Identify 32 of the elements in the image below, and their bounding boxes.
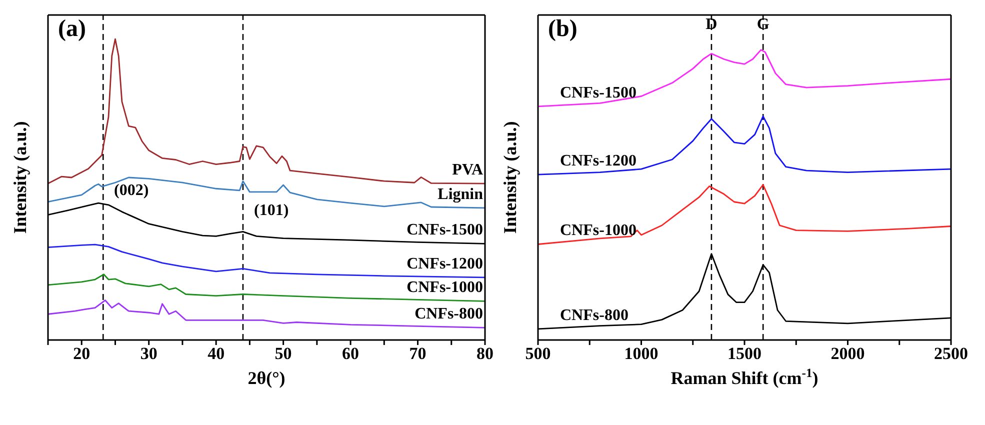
x-tick-label: 40 [208, 344, 225, 364]
series-label: CNFs-800 [414, 306, 483, 323]
x-tick-label: 2000 [830, 344, 865, 364]
x-axis-title: 2θ(°) [248, 368, 286, 388]
x-tick-label: 1000 [624, 344, 658, 364]
series-label: CNFs-1000 [560, 222, 636, 240]
series-label: CNFs-800 [560, 306, 628, 324]
series-label: CNFs-1200 [406, 255, 483, 272]
series-label: CNFs-1500 [560, 84, 636, 102]
x-tick-label: 20 [73, 344, 90, 364]
annotation: (101) [254, 202, 289, 220]
x-tick-label: 70 [409, 344, 426, 364]
ref-line-label: D [706, 16, 718, 33]
series-label: CNFs-1000 [406, 279, 483, 296]
x-tick-label: 80 [476, 344, 494, 364]
chart-title: (a) [58, 16, 86, 43]
series-label: Lignin [438, 186, 484, 203]
x-tick-label: 50 [274, 344, 292, 364]
x-tick-label: 2500 [934, 344, 968, 364]
ref-line-label: G [756, 16, 770, 33]
chart-title: (b) [548, 16, 578, 43]
y-axis-title: Intensity (a.u.) [500, 121, 520, 234]
x-tick-label: 500 [525, 344, 551, 364]
series-label: CNFs-1500 [406, 222, 483, 239]
series-label: PVA [452, 162, 484, 179]
annotation: (002) [114, 182, 149, 200]
x-tick-label: 1500 [728, 344, 762, 364]
x-tick-label: 30 [140, 344, 158, 364]
series-label: CNFs-1200 [560, 152, 636, 170]
y-axis-title: Intensity (a.u.) [10, 121, 30, 234]
x-axis-title: Raman Shift (cm$^{-1}$) [670, 366, 818, 388]
x-tick-label: 60 [342, 344, 360, 364]
